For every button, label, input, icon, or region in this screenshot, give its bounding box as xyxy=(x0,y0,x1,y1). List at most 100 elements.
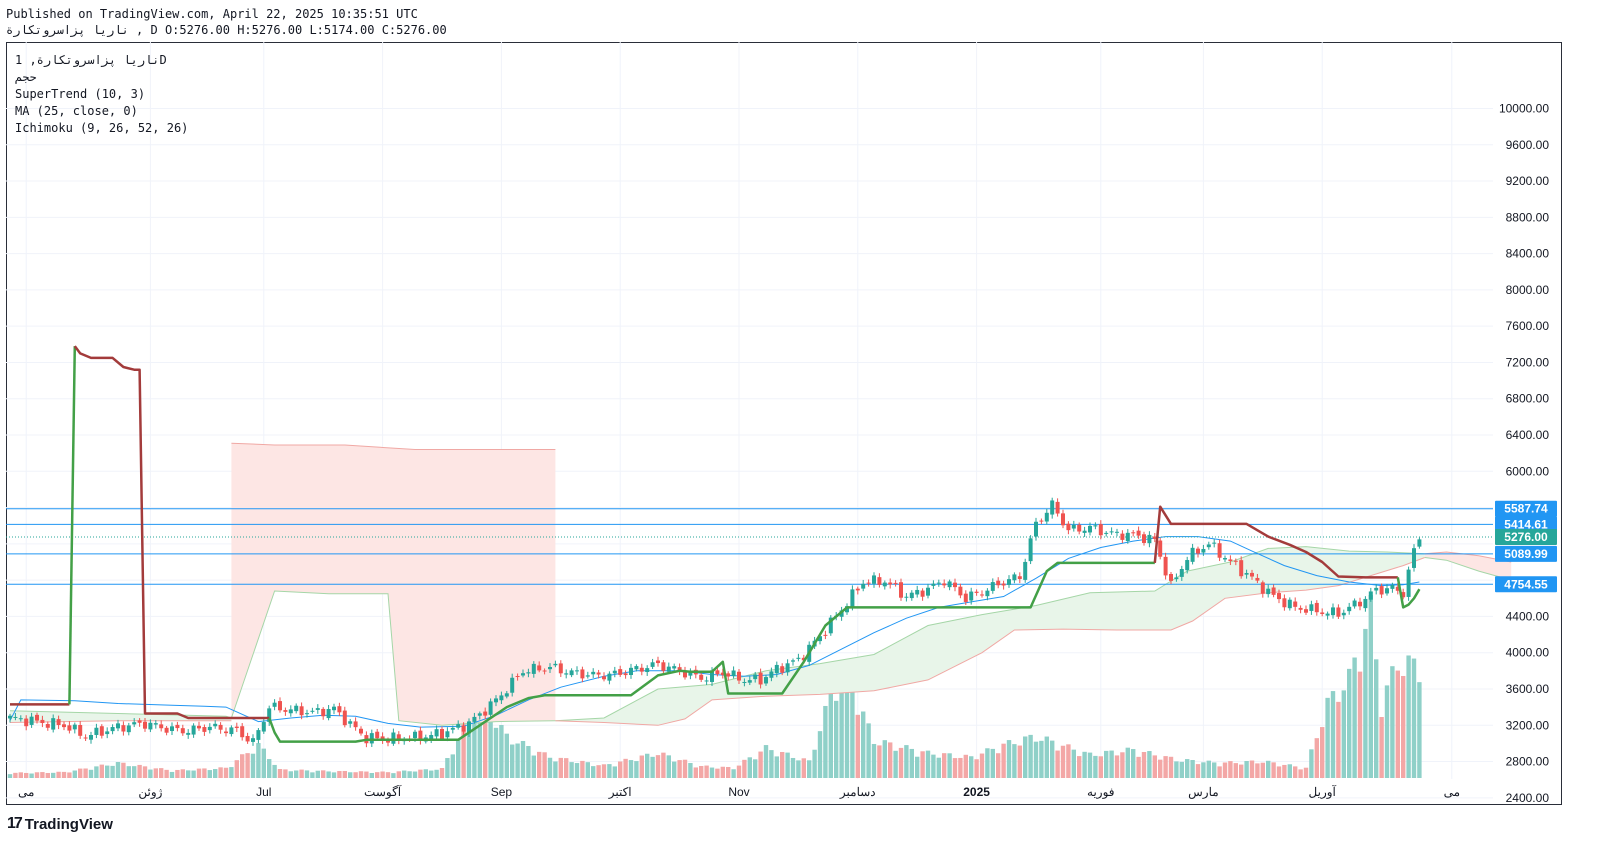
volume-bar xyxy=(277,768,283,778)
price-line-tag[interactable]: 4754.55 xyxy=(1495,576,1557,593)
volume-bar xyxy=(331,772,337,778)
last-price-tag[interactable]: 5276.00 xyxy=(1495,528,1557,545)
volume-bar xyxy=(585,762,590,778)
candle-body xyxy=(785,663,790,673)
legend-ma[interactable]: MA (25, close, 0) xyxy=(15,104,138,118)
candle-body xyxy=(656,660,660,664)
volume-bar xyxy=(1152,755,1157,778)
cloud-area xyxy=(555,546,1425,726)
candle-body xyxy=(342,710,347,726)
volume-bar xyxy=(1033,741,1039,778)
candle-body xyxy=(288,709,293,714)
candle-body xyxy=(531,663,536,674)
volume-bar xyxy=(1379,716,1384,778)
volume-bars xyxy=(7,595,1422,778)
volume-bar xyxy=(1287,764,1292,778)
volume-bar xyxy=(672,761,677,778)
time-tick-label: اکتبر xyxy=(608,785,632,799)
candle-body xyxy=(1034,521,1038,537)
volume-bar xyxy=(1060,745,1066,778)
volume-bar xyxy=(1266,760,1271,778)
candle-body xyxy=(1287,599,1292,609)
candle-body xyxy=(942,583,947,586)
volume-bar xyxy=(709,767,715,778)
volume-bar xyxy=(315,770,320,778)
volume-bar xyxy=(272,764,277,778)
time-axis[interactable]: می ژوئن Jul آگوست Sep اکتبر Nov دسامبر 2025 فوریه… xyxy=(18,784,1460,799)
legend-symbol[interactable]: ناریا پزاسروتکارة, 1D xyxy=(15,53,167,67)
volume-bar xyxy=(94,766,99,778)
candle-body xyxy=(677,667,682,672)
time-tick-label: آوریل xyxy=(1309,784,1337,799)
volume-bar xyxy=(1044,736,1049,778)
volume-bar xyxy=(1411,658,1417,778)
legend-supertrend[interactable]: SuperTrend (10, 3) xyxy=(15,87,146,101)
volume-bar xyxy=(450,754,455,778)
volume-bar xyxy=(758,751,763,778)
candle-body xyxy=(467,721,471,734)
candle-body xyxy=(1098,524,1103,536)
candle-body xyxy=(56,719,61,726)
legend-ichimoku[interactable]: Ichimoku (9, 26, 52, 26) xyxy=(15,121,189,135)
candle-body xyxy=(780,666,785,673)
volume-bar xyxy=(148,769,153,778)
price-line-tag[interactable]: 5089.99 xyxy=(1495,545,1557,562)
candle-body xyxy=(634,666,639,670)
legend-volume[interactable]: حجم xyxy=(15,70,37,84)
volume-bar xyxy=(979,753,985,778)
candle-body xyxy=(575,670,579,672)
volume-bar xyxy=(1077,756,1082,778)
volume-bar xyxy=(1174,761,1179,778)
volume-bar xyxy=(699,765,704,778)
volume-bar xyxy=(132,766,137,778)
candle-body xyxy=(305,713,309,715)
price-axis[interactable]: 2400.00 2800.00 3200.00 3600.00 4000.00 4400.… xyxy=(1495,102,1557,805)
candle-body xyxy=(1368,591,1373,600)
candle-body xyxy=(1314,602,1319,613)
candle-body xyxy=(1196,548,1200,554)
volume-bar xyxy=(1114,755,1120,778)
volume-bar xyxy=(1320,727,1325,778)
volume-bar xyxy=(574,763,580,778)
candle-body xyxy=(672,666,677,669)
volume-bar xyxy=(321,770,326,778)
candle-body xyxy=(639,667,644,672)
price-line-tag[interactable]: 5587.74 xyxy=(1495,500,1557,517)
brand[interactable]: 17 TradingView xyxy=(7,815,113,833)
cloud-span-b xyxy=(230,590,556,726)
volume-bar xyxy=(256,743,261,778)
candle-body xyxy=(8,715,12,719)
candle-body xyxy=(1331,607,1335,616)
volume-bar xyxy=(34,772,40,778)
volume-bar xyxy=(1168,756,1174,778)
candle-body xyxy=(315,708,320,710)
candles xyxy=(8,497,1422,748)
price-chart[interactable]: 2400.00 2800.00 3200.00 3600.00 4000.00 4400.… xyxy=(6,42,1562,805)
candle-body xyxy=(980,594,984,596)
volume-bar xyxy=(855,714,860,778)
price-line-tag[interactable]: 5414.61 xyxy=(1495,516,1557,533)
candle-body xyxy=(753,674,758,680)
candle-body xyxy=(1260,582,1265,594)
volume-bar xyxy=(45,773,50,778)
volume-bar xyxy=(607,764,612,778)
volume-bar xyxy=(24,772,29,778)
candle-body xyxy=(650,662,655,667)
time-tick-label: می xyxy=(18,785,34,799)
volume-bar xyxy=(1255,763,1260,778)
candle-body xyxy=(872,575,876,584)
volume-bar xyxy=(499,725,504,778)
candle-body xyxy=(710,670,714,682)
volume-bar xyxy=(391,773,396,778)
time-tick-label: دسامبر xyxy=(839,785,876,799)
candle-body xyxy=(1201,548,1206,553)
candle-body xyxy=(1142,534,1146,543)
cloud-area xyxy=(1424,552,1512,581)
candle-body xyxy=(1309,604,1314,611)
candle-body xyxy=(121,725,126,732)
volume-bar xyxy=(1201,762,1206,778)
price-tick-label: 6000.00 xyxy=(1506,464,1550,478)
volume-bar xyxy=(601,764,607,778)
supertrend-up xyxy=(68,346,77,705)
volume-bar xyxy=(985,748,990,778)
